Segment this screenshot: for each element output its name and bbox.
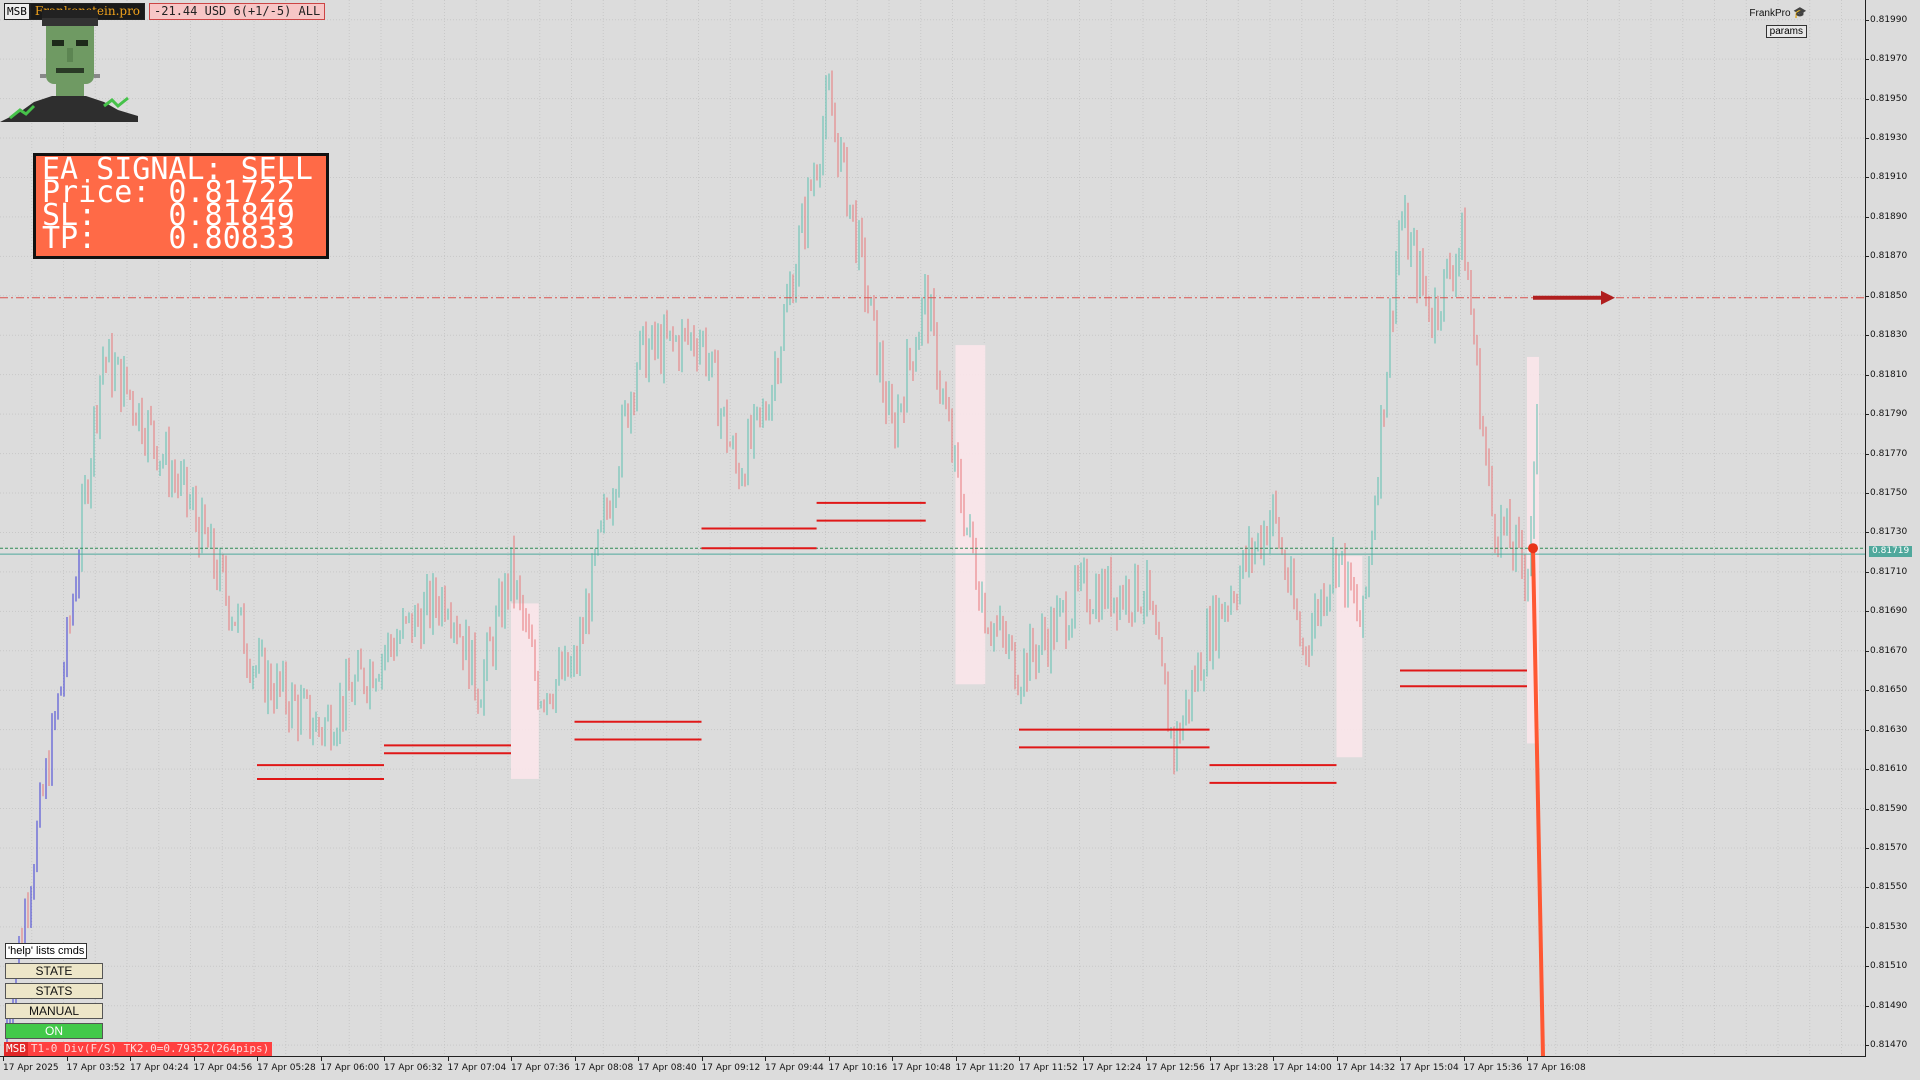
price-tick: 0.81710 <box>1865 566 1908 577</box>
status-line: MSB T1-0 Div(F/S) TK2.0=0.79352(264pips) <box>4 1042 273 1056</box>
time-tick: 17 Apr 14:32 <box>1336 1057 1396 1073</box>
entry-marker <box>1528 543 1538 554</box>
time-tick: 17 Apr 05:28 <box>257 1057 316 1073</box>
on-toggle-button[interactable]: ON <box>5 1023 103 1039</box>
time-tick: 17 Apr 06:32 <box>384 1057 443 1073</box>
time-tick: 17 Apr 11:20 <box>955 1057 1015 1073</box>
time-tick: 17 Apr 06:00 <box>320 1057 380 1073</box>
time-tick: 17 Apr 11:52 <box>1019 1057 1078 1073</box>
signal-sl: SL: 0.81849 <box>42 198 295 233</box>
chart-canvas <box>0 0 1865 1056</box>
price-axis: 0.81990 0.81970 0.81950 0.81930 0.81910 0.818… <box>1865 0 1920 1057</box>
time-tick: 17 Apr 10:16 <box>828 1057 888 1073</box>
price-tick: 0.81970 <box>1865 54 1908 65</box>
price-tick: 0.81510 <box>1865 961 1908 972</box>
time-tick: 17 Apr 08:40 <box>638 1057 697 1073</box>
price-tick: 0.81990 <box>1865 14 1908 25</box>
state-button[interactable]: STATE <box>5 963 103 979</box>
time-tick: 17 Apr 14:00 <box>1273 1057 1332 1073</box>
price-tick: 0.81750 <box>1865 488 1908 498</box>
price-tick: 0.81770 <box>1865 448 1908 459</box>
time-tick: 17 Apr 09:12 <box>701 1057 761 1073</box>
liquidity-zone <box>511 603 539 779</box>
sl-arrow-head <box>1601 290 1615 305</box>
time-tick: 17 Apr 08:08 <box>574 1057 634 1073</box>
pnl-readout: -21.44 USD 6(+1/-5) ALL <box>149 3 326 20</box>
stats-button[interactable]: STATS <box>5 983 103 999</box>
current-price-badge: 0.81719 <box>1869 546 1913 557</box>
price-tick: 0.81870 <box>1865 251 1908 262</box>
status-text: T1-0 Div(F/S) TK2.0=0.79352(264pips) <box>27 1042 273 1056</box>
time-tick: 17 Apr 04:56 <box>193 1057 253 1073</box>
time-tick: 17 Apr 03:52 <box>66 1057 126 1073</box>
time-tick: 17 Apr 12:24 <box>1082 1057 1142 1073</box>
price-tick: 0.81830 <box>1865 330 1908 341</box>
signal-title: EA SIGNAL: SELL <box>42 152 313 187</box>
time-tick: 17 Apr 2025 <box>3 1057 59 1073</box>
price-chart[interactable]: MSB Frankenstein.pro -21.44 USD 6(+1/-5)… <box>0 0 1866 1057</box>
signal-tp: TP: 0.80833 <box>42 221 295 256</box>
price-tick: 0.81950 <box>1865 93 1908 104</box>
manual-button[interactable]: MANUAL <box>5 1003 103 1019</box>
price-tick: 0.81850 <box>1865 290 1908 301</box>
price-tick: 0.81570 <box>1865 842 1908 853</box>
price-tick: 0.81670 <box>1865 645 1908 656</box>
price-tick: 0.81790 <box>1865 409 1908 420</box>
time-tick: 17 Apr 13:28 <box>1209 1057 1269 1073</box>
price-tick: 0.81650 <box>1865 685 1908 696</box>
price-tick: 0.81890 <box>1865 211 1908 222</box>
price-tick: 0.81590 <box>1865 803 1908 814</box>
top-right-controls: FrankPro 🎓 params <box>1749 6 1807 38</box>
price-tick: 0.81810 <box>1865 369 1908 380</box>
signal-price: Price: 0.81722 <box>42 175 295 210</box>
graduation-cap-icon: 🎓 <box>1793 7 1807 19</box>
price-tick: 0.81930 <box>1865 133 1908 144</box>
price-tick: 0.81470 <box>1865 1040 1908 1051</box>
time-tick: 17 Apr 07:36 <box>511 1057 570 1073</box>
price-tick: 0.81550 <box>1865 882 1908 893</box>
time-tick: 17 Apr 07:04 <box>447 1057 507 1073</box>
frankpro-label: FrankPro 🎓 <box>1749 6 1807 19</box>
price-tick: 0.81530 <box>1865 921 1908 932</box>
take-profit-projection <box>1531 548 1545 1056</box>
time-tick: 17 Apr 16:08 <box>1527 1057 1586 1073</box>
frankpro-text: FrankPro <box>1749 8 1791 19</box>
time-tick: 17 Apr 10:48 <box>892 1057 951 1073</box>
price-tick: 0.81490 <box>1865 1000 1908 1011</box>
status-tag: MSB <box>4 1042 28 1056</box>
frankenstein-logo-icon <box>0 10 138 122</box>
price-tick: 0.81910 <box>1865 172 1908 183</box>
price-tick: 0.81730 <box>1865 527 1908 538</box>
time-tick: 17 Apr 12:56 <box>1146 1057 1205 1073</box>
time-tick: 17 Apr 15:04 <box>1400 1057 1459 1073</box>
price-tick: 0.81610 <box>1865 764 1908 775</box>
msb-tag: MSB <box>4 3 30 20</box>
ea-signal-panel: EA SIGNAL: SELL Price: 0.81722 SL: 0.818… <box>33 153 329 259</box>
liquidity-zone <box>1336 556 1363 758</box>
help-hint: 'help' lists cmds <box>5 943 88 959</box>
time-tick: 17 Apr 04:24 <box>130 1057 189 1073</box>
time-tick: 17 Apr 15:36 <box>1463 1057 1523 1073</box>
time-tick: 17 Apr 09:44 <box>765 1057 824 1073</box>
params-button[interactable]: params <box>1765 25 1807 38</box>
time-axis: 17 Apr 2025 17 Apr 03:52 17 Apr 04:24 17 Ap… <box>0 1057 1866 1080</box>
price-tick: 0.81690 <box>1865 606 1908 617</box>
price-tick: 0.81630 <box>1865 724 1908 735</box>
